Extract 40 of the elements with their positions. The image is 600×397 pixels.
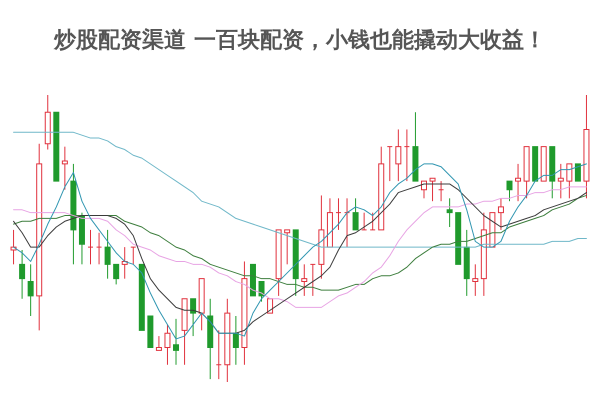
- candlestick: [301, 264, 308, 296]
- candlestick: [361, 212, 368, 230]
- candlestick: [515, 163, 522, 202]
- chart-title: 炒股配资渠道 一百块配资，小钱也能撬动大收益！: [53, 28, 546, 53]
- candlestick: [352, 198, 359, 230]
- candlestick: [10, 229, 17, 265]
- candlestick: [566, 163, 572, 199]
- candlestick: [404, 128, 410, 182]
- candlestick: [370, 212, 376, 230]
- candlestick: [498, 198, 504, 230]
- candlestick: [232, 315, 239, 366]
- candlestick: [446, 198, 453, 228]
- candlestick: [310, 264, 316, 296]
- candlestick: [130, 246, 136, 265]
- candlestick: [472, 264, 478, 296]
- candlestick: [96, 232, 102, 265]
- candlestick: [122, 246, 128, 280]
- candlestick: [258, 281, 265, 302]
- candlestick: [62, 146, 68, 190]
- candlestick: [574, 163, 581, 182]
- candlestick: [28, 264, 34, 316]
- candlestick: [190, 298, 196, 337]
- candlestick: [386, 146, 393, 182]
- candlestick: [104, 229, 111, 280]
- candlestick: [430, 178, 436, 202]
- candlestick: [88, 229, 94, 265]
- candlestick: [438, 180, 444, 202]
- candlestick: [335, 198, 342, 230]
- candlestick: [173, 318, 180, 366]
- candlestick: [164, 324, 170, 366]
- candlestick: [156, 336, 162, 351]
- candlestick: [19, 249, 26, 300]
- candlestick: [558, 163, 564, 199]
- candlestick: [395, 128, 402, 182]
- candlestick: [216, 330, 222, 380]
- candlestick: [420, 180, 427, 199]
- candlestick: [344, 198, 350, 248]
- candlestick: [506, 180, 512, 202]
- candlestick: [284, 229, 290, 265]
- candlestick: [113, 264, 120, 285]
